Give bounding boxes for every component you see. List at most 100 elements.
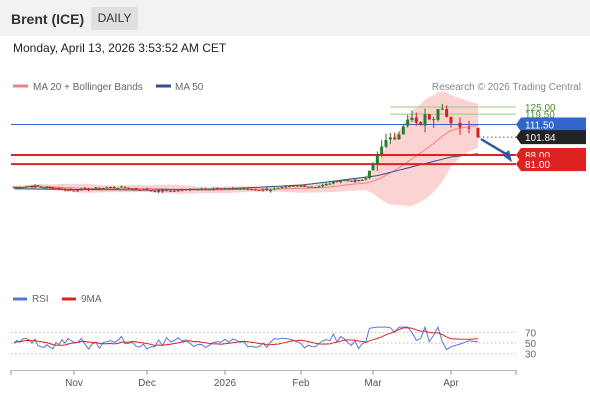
- moving-averages: [13, 125, 479, 191]
- ma9-legend-label: 9MA: [81, 294, 102, 305]
- candle: [261, 188, 265, 192]
- forecast-arrowhead: [502, 150, 512, 163]
- candle: [303, 184, 307, 187]
- level-tag-111.50: [516, 117, 586, 132]
- candle: [246, 187, 250, 191]
- candle: [324, 182, 328, 187]
- candle: [419, 121, 423, 126]
- candle: [188, 188, 192, 192]
- candle: [57, 186, 61, 191]
- candle: [51, 186, 55, 190]
- candle: [458, 117, 462, 135]
- candle: [432, 116, 436, 128]
- candle: [149, 189, 153, 192]
- candle: [165, 189, 168, 192]
- candle: [153, 190, 157, 193]
- x-axis: Nov Dec 2026 Feb Mar Apr: [10, 370, 517, 389]
- candle: [180, 188, 184, 192]
- candle: [313, 186, 317, 189]
- candle: [393, 132, 397, 140]
- ma50-line: [13, 153, 479, 191]
- candle: [406, 114, 410, 128]
- candle: [105, 186, 109, 189]
- candle: [63, 187, 67, 192]
- candle: [367, 170, 371, 180]
- rsi-legend-label: RSI: [32, 294, 49, 305]
- candle: [116, 187, 120, 190]
- candle: [39, 185, 43, 188]
- candle: [211, 187, 215, 191]
- candle: [291, 185, 295, 187]
- candle: [349, 180, 353, 182]
- candle: [27, 185, 31, 188]
- candle: [346, 179, 350, 182]
- candle: [204, 187, 207, 191]
- rsi-line: [13, 325, 479, 351]
- candle: [90, 188, 94, 191]
- candle: [265, 187, 269, 191]
- candle: [276, 187, 280, 189]
- candle: [45, 185, 49, 189]
- candlestick-series: [12, 103, 480, 194]
- candle: [192, 188, 196, 191]
- candle: [176, 189, 180, 192]
- x-tick-label: Dec: [138, 378, 156, 389]
- candle: [397, 131, 401, 140]
- candle: [168, 190, 172, 193]
- candle: [299, 184, 303, 187]
- chart-header: Brent (ICE) DAILY: [0, 0, 590, 36]
- candle: [375, 151, 379, 171]
- level-tag-81.00: [516, 157, 586, 172]
- x-tick-label: Feb: [292, 378, 310, 389]
- candle: [388, 132, 392, 145]
- instrument-title: Brent (ICE): [11, 11, 85, 27]
- candle: [280, 186, 284, 189]
- ma20-legend-swatch: [13, 84, 28, 88]
- candle: [54, 187, 58, 190]
- ma9-legend-swatch: [62, 297, 76, 301]
- candle: [21, 187, 25, 190]
- level-tag-101.84: [516, 130, 586, 145]
- candle: [24, 185, 28, 188]
- timestamp: Monday, April 13, 2026 3:53:52 AM CET: [13, 41, 227, 55]
- candle: [360, 179, 364, 181]
- credit-text: Research © 2026 Trading Central: [432, 82, 581, 93]
- candle: [138, 189, 142, 191]
- candle: [60, 187, 64, 190]
- candle: [238, 188, 242, 190]
- level-label-101.84: 101.84: [525, 133, 556, 144]
- candle: [119, 185, 123, 188]
- candle: [427, 114, 431, 120]
- candle: [200, 187, 204, 191]
- candle: [242, 187, 246, 191]
- candle: [331, 180, 335, 185]
- candle: [145, 187, 149, 191]
- candle: [380, 139, 384, 158]
- candle: [445, 105, 449, 118]
- candle: [449, 116, 453, 128]
- candle: [339, 180, 343, 184]
- candle: [364, 177, 368, 181]
- candle: [87, 187, 91, 192]
- candle: [288, 185, 292, 188]
- candle: [76, 189, 80, 192]
- level-label-81.00: 81.00: [525, 160, 550, 171]
- candle: [269, 188, 273, 193]
- x-tick-label: Apr: [443, 378, 459, 389]
- candle: [284, 186, 288, 189]
- ma50-legend-label: MA 50: [175, 82, 204, 93]
- timeframe-badge[interactable]: DAILY: [91, 7, 138, 30]
- candle: [223, 187, 227, 190]
- candle: [227, 188, 231, 190]
- candle: [130, 188, 134, 191]
- level-label-119.50: 119.50: [525, 110, 555, 121]
- candle: [476, 127, 480, 139]
- forecast-arrow: [480, 138, 509, 157]
- candle: [134, 187, 138, 191]
- rsi-level-label-70: 70: [525, 328, 537, 339]
- rsi-legend-swatch: [13, 297, 27, 301]
- candle: [250, 189, 254, 191]
